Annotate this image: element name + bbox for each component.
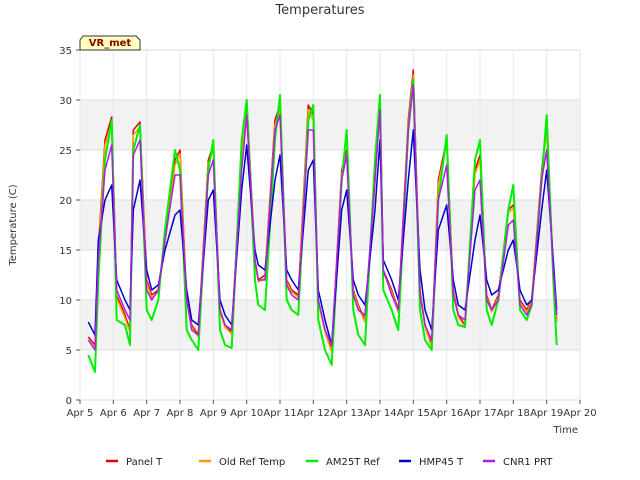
legend-label: Old Ref Temp (219, 457, 285, 468)
chart-title: Temperatures (274, 3, 364, 18)
x-tick-label: Apr 11 (263, 408, 296, 419)
x-tick-label: Apr 8 (167, 408, 194, 419)
x-tick-label: Apr 20 (563, 408, 596, 419)
legend-item: AM25T Ref (306, 457, 380, 468)
x-tick-label: Apr 13 (330, 408, 363, 419)
y-tick-label: 35 (59, 46, 72, 57)
legend-item: HMP45 T (399, 457, 464, 468)
x-tick-label: Apr 17 (463, 408, 496, 419)
legend-label: CNR1 PRT (503, 457, 553, 468)
y-tick-label: 10 (59, 296, 72, 307)
series-line-am25t-ref (87, 79, 558, 373)
legend-item: CNR1 PRT (483, 457, 553, 468)
y-tick-label: 5 (66, 346, 72, 357)
legend-item: Panel T (106, 457, 163, 468)
grid-band (80, 100, 580, 150)
x-tick-label: Apr 5 (67, 408, 94, 419)
x-tick-label: Apr 16 (430, 408, 463, 419)
x-tick-label: Apr 9 (200, 408, 227, 419)
x-tick-label: Apr 12 (297, 408, 330, 419)
y-tick-label: 25 (59, 146, 72, 157)
y-tick-label: 15 (59, 246, 72, 257)
x-tick-label: Apr 15 (397, 408, 430, 419)
series-layer (87, 69, 558, 373)
grid-lines (79, 49, 581, 401)
legend-label: HMP45 T (419, 457, 464, 468)
series-line-cnr1-prt (87, 84, 558, 351)
y-tick-label: 30 (59, 96, 72, 107)
x-axis-label: Time (553, 425, 578, 436)
x-tick-label: Apr 6 (100, 408, 127, 419)
legend-item: Old Ref Temp (199, 457, 285, 468)
legend: Panel T Old Ref Temp AM25T Ref HMP45 T CNR1 … (106, 457, 553, 468)
y-axis-label: Temperature (C) (8, 184, 19, 266)
annotation-label: VR_met (89, 38, 132, 49)
legend-label: Panel T (126, 457, 163, 468)
x-tick-label: Apr 14 (363, 408, 396, 419)
annotation-box: VR_met (79, 35, 141, 51)
legend-label: AM25T Ref (326, 457, 380, 468)
y-axis: 0 5 10 15 20 25 30 35 (59, 46, 80, 407)
x-tick-label: Apr 10 (230, 408, 263, 419)
y-tick-label: 0 (66, 396, 72, 407)
x-tick-label: Apr 7 (133, 408, 160, 419)
x-axis: Apr 5 Apr 6 Apr 7 Apr 8 Apr 9 Apr 10 Apr 11 Apr… (67, 400, 597, 419)
x-tick-label: Apr 19 (530, 408, 563, 419)
y-tick-label: 20 (59, 196, 72, 207)
x-tick-label: Apr 18 (497, 408, 530, 419)
